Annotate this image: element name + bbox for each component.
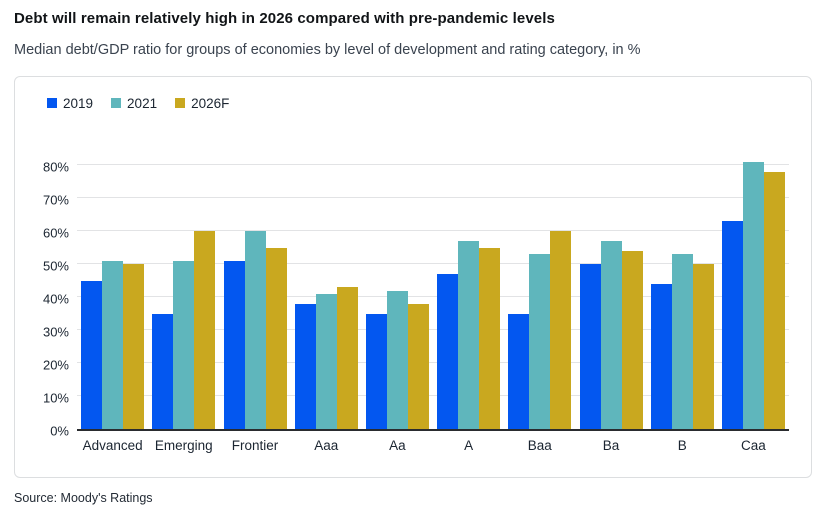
bar-advanced-2019 bbox=[81, 280, 103, 429]
legend-label: 2019 bbox=[63, 95, 94, 111]
x-tick-label-aaa: Aaa bbox=[314, 438, 339, 453]
bar-group-a bbox=[433, 141, 504, 429]
bar-group-aaa bbox=[291, 141, 362, 429]
plot-area bbox=[77, 141, 789, 431]
bar-emerging-2026f bbox=[194, 231, 216, 429]
bar-caa-2021 bbox=[742, 162, 764, 429]
bar-caa-2026f bbox=[763, 171, 785, 429]
legend-swatch-2019 bbox=[47, 98, 57, 108]
x-tick-label-caa: Caa bbox=[741, 438, 766, 453]
chart-subtitle: Median debt/GDP ratio for groups of econ… bbox=[14, 42, 641, 58]
page: Debt will remain relatively high in 2026… bbox=[14, 10, 812, 505]
bar-advanced-2026f bbox=[123, 264, 145, 429]
bar-group-emerging bbox=[148, 141, 219, 429]
y-tick-label: 0% bbox=[50, 423, 69, 439]
bar-aaa-2021 bbox=[315, 293, 337, 429]
y-tick-label: 50% bbox=[42, 258, 69, 274]
bar-aa-2019 bbox=[365, 313, 387, 429]
y-tick-label: 10% bbox=[42, 390, 69, 406]
bar-aa-2021 bbox=[386, 290, 408, 429]
chart-panel: 2019 2021 2026F 0% 10% 20% 30% 40% 50% 60% 70% 80%… bbox=[14, 76, 812, 478]
bar-b-2019 bbox=[650, 284, 672, 429]
legend-swatch-2026f bbox=[175, 98, 186, 108]
gridline-10 bbox=[77, 395, 789, 397]
bar-groups bbox=[77, 141, 789, 429]
bar-b-2021 bbox=[671, 254, 693, 429]
bar-frontier-2026f bbox=[265, 247, 287, 429]
gridline-60 bbox=[77, 230, 789, 232]
bar-group-b bbox=[647, 141, 718, 429]
x-tick-label-a: A bbox=[464, 438, 474, 453]
legend-swatch-2021 bbox=[111, 98, 122, 108]
bar-aaa-2019 bbox=[294, 303, 316, 429]
bar-group-caa bbox=[718, 141, 789, 429]
x-tick-label-ba: Ba bbox=[602, 438, 620, 453]
bar-group-advanced bbox=[77, 141, 148, 429]
legend-item-2021: 2021 bbox=[111, 96, 157, 111]
y-tick-label: 20% bbox=[42, 357, 69, 373]
bar-ba-2019 bbox=[579, 264, 601, 429]
chart-body: 0% 10% 20% 30% 40% 50% 60% 70% 80% bbox=[29, 141, 789, 439]
bar-group-baa bbox=[504, 141, 575, 429]
gridline-50 bbox=[77, 263, 789, 265]
y-tick-label: 30% bbox=[42, 324, 69, 340]
bar-group-frontier bbox=[219, 141, 290, 429]
gridline-70 bbox=[77, 197, 789, 199]
legend-item-2019: 2019 bbox=[47, 96, 93, 111]
bar-group-aa bbox=[362, 141, 433, 429]
bar-emerging-2019 bbox=[152, 313, 174, 429]
bar-ba-2026f bbox=[621, 251, 643, 429]
gridline-80 bbox=[77, 164, 789, 166]
y-tick-label: 60% bbox=[42, 225, 69, 241]
chart-title: Debt will remain relatively high in 2026… bbox=[14, 10, 555, 27]
legend-label: 2026F bbox=[191, 95, 230, 111]
gridline-30 bbox=[77, 329, 789, 331]
bar-frontier-2021 bbox=[244, 231, 266, 429]
bar-emerging-2021 bbox=[173, 260, 195, 429]
chart-legend: 2019 2021 2026F bbox=[29, 93, 789, 113]
bar-baa-2021 bbox=[529, 254, 551, 429]
legend-label: 2021 bbox=[127, 95, 158, 111]
x-tick-label-b: B bbox=[677, 438, 687, 453]
x-axis: Advanced Emerging Frontier Aaa Aa A Baa Ba B Caa bbox=[77, 438, 789, 453]
y-axis: 0% 10% 20% 30% 40% 50% 60% 70% 80% bbox=[29, 141, 77, 439]
bar-aa-2026f bbox=[407, 303, 429, 429]
bar-advanced-2021 bbox=[102, 260, 124, 429]
bar-caa-2019 bbox=[721, 221, 743, 429]
bar-b-2026f bbox=[692, 264, 714, 429]
y-tick-label: 80% bbox=[42, 159, 69, 175]
bar-baa-2019 bbox=[508, 313, 530, 429]
bar-aaa-2026f bbox=[336, 287, 358, 429]
y-tick-label: 70% bbox=[42, 192, 69, 208]
bar-a-2019 bbox=[437, 274, 459, 429]
bar-ba-2021 bbox=[600, 241, 622, 429]
gridline-20 bbox=[77, 362, 789, 364]
bar-frontier-2019 bbox=[223, 260, 245, 429]
bar-a-2021 bbox=[458, 241, 480, 429]
x-tick-label-baa: Baa bbox=[527, 438, 552, 453]
x-tick-label-frontier: Frontier bbox=[231, 438, 279, 453]
x-tick-label-aa: Aa bbox=[389, 438, 406, 453]
y-tick-label: 40% bbox=[42, 291, 69, 307]
gridline-40 bbox=[77, 296, 789, 298]
bar-baa-2026f bbox=[550, 231, 572, 429]
bar-a-2026f bbox=[479, 247, 501, 429]
x-tick-label-advanced: Advanced bbox=[82, 438, 143, 453]
legend-item-2026f: 2026F bbox=[175, 96, 229, 111]
x-tick-label-emerging: Emerging bbox=[154, 438, 213, 453]
bar-group-ba bbox=[575, 141, 646, 429]
source-attribution: Source: Moody's Ratings bbox=[14, 491, 153, 505]
